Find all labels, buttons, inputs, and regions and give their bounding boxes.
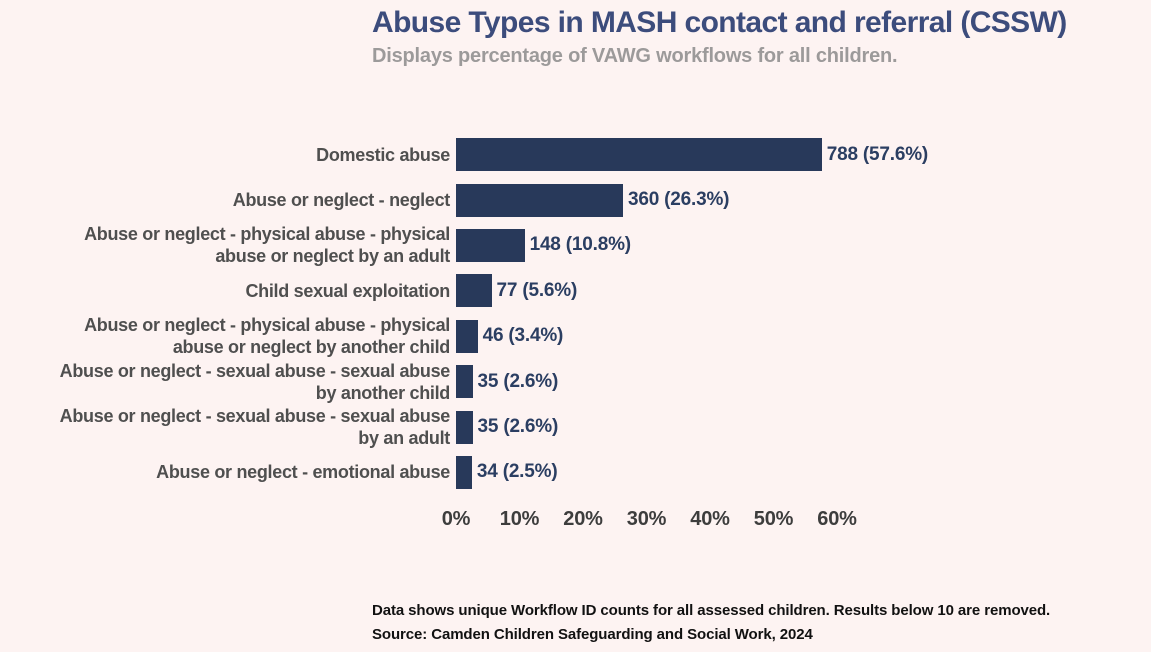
value-label: 77 (5.6%) (496, 279, 578, 301)
bar-track: 148 (10.8%) (450, 228, 1100, 262)
bar (456, 138, 822, 172)
category-label: Abuse or neglect - physical abuse - phys… (84, 315, 450, 358)
x-tick-label: 60% (817, 508, 857, 530)
bar-row: Abuse or neglect - physical abuse - phys… (0, 314, 1100, 359)
value-label: 46 (3.4%) (482, 325, 564, 347)
footer-source: Source: Camden Children Safeguarding and… (372, 626, 813, 643)
bar-row: Abuse or neglect - sexual abuse - sexual… (0, 404, 1100, 449)
bar-row: Abuse or neglect - neglect 360 (26.3%) (0, 177, 1100, 222)
bar-track: 35 (2.6%) (450, 365, 1100, 399)
bar-row: Abuse or neglect - sexual abuse - sexual… (0, 359, 1100, 404)
category-label: Child sexual exploitation (245, 280, 450, 301)
category-label: Abuse or neglect - sexual abuse - sexual… (59, 360, 451, 403)
bar (456, 228, 525, 262)
x-tick-label: 30% (626, 508, 667, 530)
value-label: 360 (26.3%) (628, 189, 730, 211)
x-tick-label: 10% (499, 508, 540, 530)
bar (456, 410, 473, 444)
chart-header: Abuse Types in MASH contact and referral… (372, 6, 1142, 68)
bar-row: Child sexual exploitation 77 (5.6%) (0, 268, 1100, 313)
bar (456, 455, 472, 489)
x-tick-label: 20% (563, 508, 603, 530)
x-tick-label: 0% (441, 508, 471, 530)
bar-row: Domestic abuse 788 (57.6%) (0, 132, 1100, 177)
category-label: Abuse or neglect - physical abuse - phys… (84, 224, 450, 267)
bar (456, 319, 478, 353)
bar-track: 35 (2.6%) (450, 410, 1100, 444)
category-label: Domestic abuse (316, 144, 450, 165)
category-label: Abuse or neglect - sexual abuse - sexual… (59, 406, 451, 449)
bar-chart-rows: Domestic abuse 788 (57.6%) Abuse or neglec… (0, 132, 1100, 495)
value-label: 788 (57.6%) (826, 143, 929, 165)
bar-row: Abuse or neglect - emotional abuse 34 (2.… (0, 450, 1100, 495)
bar-track: 788 (57.6%) (450, 138, 1100, 172)
chart-title: Abuse Types in MASH contact and referral… (372, 6, 1067, 39)
bar (456, 365, 473, 399)
value-label: 35 (2.6%) (477, 416, 559, 438)
category-label: Abuse or neglect - emotional abuse (156, 462, 450, 483)
bar-track: 77 (5.6%) (450, 274, 1100, 308)
value-label: 34 (2.5%) (476, 461, 558, 483)
x-axis: 0% 10% 20% 30% 40% 50% 60% (442, 508, 956, 536)
x-tick-label: 50% (753, 508, 794, 530)
footer-note: Data shows unique Workflow ID counts for… (372, 602, 1051, 619)
chart-subtitle: Displays percentage of VAWG workflows fo… (372, 45, 898, 67)
bar-track: 46 (3.4%) (450, 319, 1100, 353)
bar-row: Abuse or neglect - physical abuse - phys… (0, 223, 1100, 268)
value-label: 148 (10.8%) (529, 234, 632, 256)
x-tick-label: 40% (690, 508, 730, 530)
bar-track: 360 (26.3%) (450, 183, 1100, 217)
bar (456, 183, 623, 217)
chart-footer: Data shows unique Workflow ID counts for… (372, 599, 1151, 647)
category-label: Abuse or neglect - neglect (232, 190, 451, 211)
bar (456, 274, 492, 308)
value-label: 35 (2.6%) (477, 370, 559, 392)
bar-track: 34 (2.5%) (450, 455, 1100, 489)
